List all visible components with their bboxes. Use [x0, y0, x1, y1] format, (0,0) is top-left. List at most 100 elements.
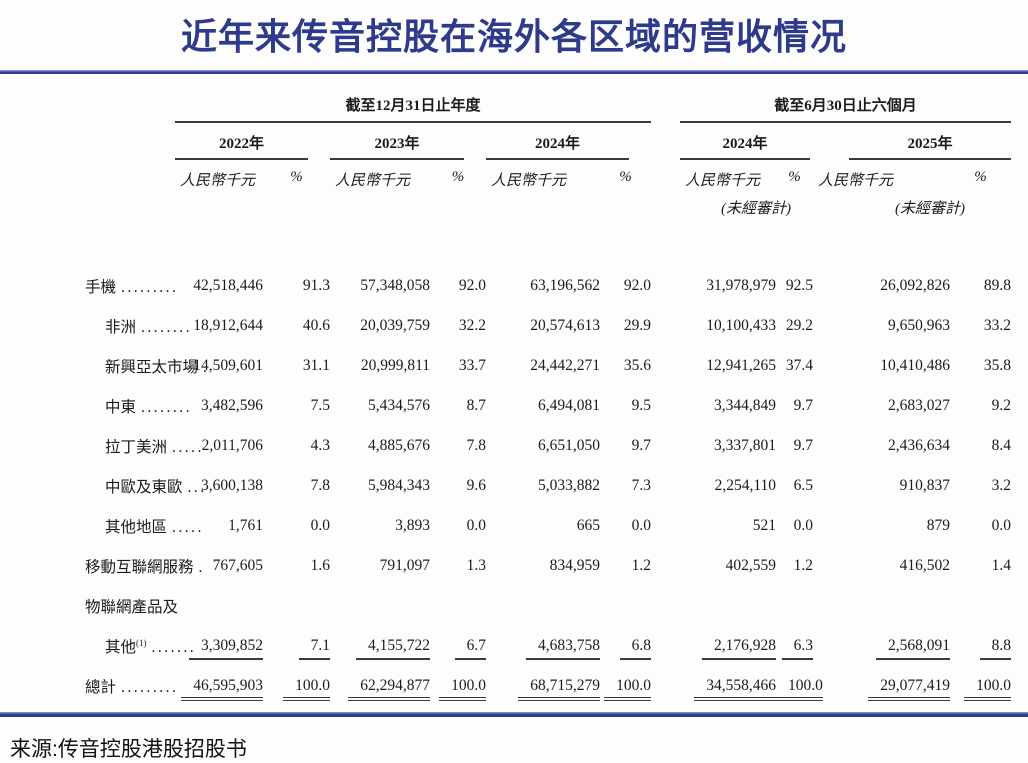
row-label: 其他地區..... [105, 519, 204, 536]
column-gap [651, 346, 680, 386]
cell-amount: 2,683,027 [888, 397, 951, 414]
table-row: 物聯網產品及 [85, 586, 1011, 626]
cell-amount: 2,436,634 [888, 437, 951, 454]
row-label: 移動互聯網服務. [85, 559, 205, 576]
unit-label-2023: 人民幣千元 [335, 173, 411, 189]
cell-percent: 0.0 [991, 517, 1012, 534]
cell-amount: 5,033,882 [538, 477, 600, 494]
title-rule [0, 70, 1028, 74]
cell-percent: 9.7 [631, 437, 652, 454]
cell-amount: 3,600,138 [201, 477, 263, 494]
cell-percent: 0.0 [310, 517, 330, 534]
cell-amount: 6,494,081 [538, 397, 600, 414]
cell-percent: 35.6 [623, 357, 652, 374]
period-group-interim: 截至6月30日止六個月 [680, 94, 1012, 123]
cell-percent: 6.8 [600, 626, 652, 666]
table-row: 移動互聯網服務. 767,605 1.6 791,097 1.3 834,959 1.2 40… [85, 546, 1011, 586]
cell-percent: 1.6 [310, 557, 330, 574]
cell-percent: 8.8 [950, 626, 1012, 666]
cell-amount: 4,885,676 [368, 437, 430, 454]
cell-percent: 0.0 [631, 517, 652, 534]
row-label: 總計......... [85, 679, 179, 696]
cell-amount: 46,595,903 [175, 666, 263, 706]
revenue-table: 截至12月31日止年度 截至6月30日止六個月 2022年 2023年 2024… [85, 94, 1012, 706]
year-2022-header: 2022年 [175, 122, 330, 160]
row-label: 手機......... [85, 279, 179, 296]
column-gap [651, 466, 680, 506]
cell-percent: 0.0 [466, 517, 486, 534]
column-gap [651, 386, 680, 426]
cell-percent: 35.8 [983, 357, 1012, 374]
cell-amount: 34,558,466 [680, 666, 777, 706]
cell-percent: 4.3 [310, 437, 330, 454]
cell-percent: 1.3 [466, 557, 486, 574]
cell-amount: 791,097 [379, 557, 430, 574]
table-row: 總計......... 46,595,903 100.0 62,294,877 100.… [85, 666, 1012, 706]
cell-percent: 100.0 [776, 666, 823, 706]
cell-amount: 665 [576, 517, 600, 534]
table-row: 其他地區..... 1,761 0.0 3,893 0.0 665 0.0 521 0.0 879… [85, 506, 1011, 546]
cell-amount: 3,309,852 [175, 626, 263, 666]
column-gap [651, 546, 680, 586]
cell-percent: 8.4 [991, 437, 1012, 454]
table-row: 中歐及東歐... 3,600,138 7.8 5,984,343 9.6 5,033,88… [85, 466, 1011, 506]
row-label: 中歐及東歐... [105, 479, 207, 496]
cell-amount: 416,502 [899, 557, 951, 574]
column-gap [651, 426, 680, 466]
cell-percent: 7.3 [631, 477, 652, 494]
cell-amount: 3,482,596 [201, 397, 263, 414]
group-gap [651, 94, 680, 122]
cell-percent: 92.0 [458, 277, 486, 294]
cell-percent: 32.2 [458, 317, 486, 334]
period-group-annual: 截至12月31日止年度 [175, 94, 652, 123]
interim-2025-header: 2025年 [813, 122, 1012, 160]
cell-amount: 10,100,433 [706, 317, 777, 334]
page-title: 近年来传音控股在海外各区域的营收情况 [180, 16, 847, 57]
cell-amount: 767,605 [212, 557, 263, 574]
cell-percent: 29.2 [785, 317, 814, 334]
cell-percent: 1.2 [793, 557, 814, 574]
cell-amount: 24,442,271 [530, 357, 600, 374]
cell-percent: 6.5 [793, 477, 814, 494]
header-spacer [85, 218, 1011, 266]
table-row: 中東........ 3,482,596 7.5 5,434,576 8.7 6,494,… [85, 386, 1011, 426]
cell-percent: 9.7 [793, 397, 814, 414]
cell-percent: 100.0 [600, 666, 652, 706]
cell-amount: 31,978,979 [706, 277, 777, 294]
cell-percent: 0.0 [793, 517, 814, 534]
cell-amount: 68,715,279 [486, 666, 600, 706]
source-note: 来源:传音控股港股招股书 [10, 738, 247, 761]
percent-label-interim-2024: % [788, 169, 801, 185]
cell-percent: 29.9 [623, 317, 652, 334]
cell-amount: 5,434,576 [368, 397, 430, 414]
unit-label-interim-2024: 人民幣千元 (未經審計) [685, 173, 792, 217]
cell-percent: 31.1 [302, 357, 330, 374]
cell-amount: 42,518,446 [193, 277, 263, 294]
cell-percent: 92.0 [623, 277, 652, 294]
cell-amount: 14,509,601 [193, 357, 263, 374]
unit-label-interim-2025: 人民幣千元 (未經審計) [818, 173, 966, 217]
cell-amount: 910,837 [899, 477, 951, 494]
cell-amount: 2,254,110 [714, 477, 777, 494]
cell-percent: 9.5 [631, 397, 652, 414]
column-gap [651, 266, 680, 306]
cell-amount: 20,574,613 [530, 317, 600, 334]
cell-amount: 63,196,562 [530, 277, 600, 294]
table-header: 截至12月31日止年度 截至6月30日止六個月 2022年 2023年 2024… [85, 94, 1012, 266]
cell-amount: 3,344,849 [714, 397, 777, 414]
cell-amount: 879 [926, 517, 951, 534]
cell-amount: 5,984,343 [368, 477, 430, 494]
cell-amount: 62,294,877 [330, 666, 430, 706]
cell-percent: 33.7 [458, 357, 486, 374]
bottom-rule [0, 712, 1028, 717]
header-corner [85, 94, 175, 122]
cell-percent: 8.7 [466, 397, 486, 414]
cell-percent: 40.6 [302, 317, 330, 334]
year-2024-header: 2024年 [486, 122, 651, 160]
cell-percent: 7.5 [310, 397, 330, 414]
cell-amount: 9,650,963 [888, 317, 951, 334]
cell-percent: 9.6 [466, 477, 486, 494]
cell-percent: 7.8 [310, 477, 330, 494]
cell-amount: 12,941,265 [706, 357, 777, 374]
cell-percent: 91.3 [302, 277, 330, 294]
